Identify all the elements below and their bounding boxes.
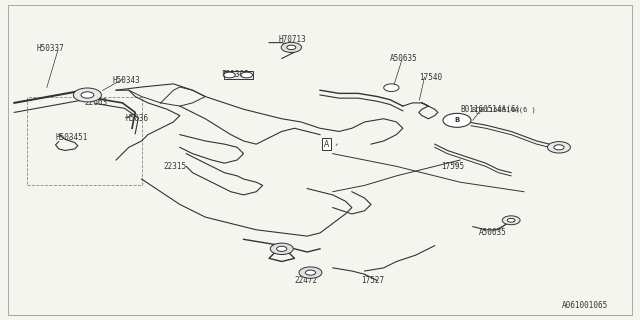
Circle shape	[299, 267, 322, 278]
Circle shape	[287, 45, 296, 50]
Text: 17540: 17540	[419, 73, 442, 82]
Circle shape	[554, 145, 564, 150]
Text: 22315: 22315	[164, 162, 187, 171]
Text: A50635: A50635	[479, 228, 507, 237]
Text: A: A	[324, 140, 329, 148]
Circle shape	[384, 84, 399, 92]
Text: 17527: 17527	[362, 276, 385, 285]
Circle shape	[305, 270, 316, 275]
Text: H50337: H50337	[36, 44, 64, 53]
Circle shape	[443, 113, 471, 127]
Circle shape	[502, 216, 520, 225]
Circle shape	[241, 72, 252, 78]
Text: B: B	[454, 117, 460, 123]
Text: H5036: H5036	[125, 114, 148, 123]
Text: B01160514A(6 ): B01160514A(6 )	[472, 106, 536, 113]
Text: 17595: 17595	[441, 162, 464, 171]
Circle shape	[276, 246, 287, 252]
Text: A061001065: A061001065	[562, 301, 609, 310]
Text: B01160514A(6): B01160514A(6)	[460, 105, 520, 114]
Text: 22663: 22663	[84, 99, 108, 108]
Text: F91305: F91305	[221, 70, 249, 79]
Circle shape	[547, 142, 570, 153]
Circle shape	[74, 88, 101, 102]
Circle shape	[508, 218, 515, 222]
Circle shape	[281, 42, 301, 52]
Bar	[27, 97, 141, 185]
Text: A50635: A50635	[390, 54, 418, 63]
Circle shape	[270, 243, 293, 254]
Bar	[225, 71, 253, 79]
Text: H50343: H50343	[113, 76, 141, 85]
Text: H503451: H503451	[56, 133, 88, 142]
Text: 22472: 22472	[294, 276, 317, 285]
Circle shape	[224, 72, 236, 78]
Circle shape	[81, 92, 94, 98]
Text: H70713: H70713	[278, 35, 307, 44]
